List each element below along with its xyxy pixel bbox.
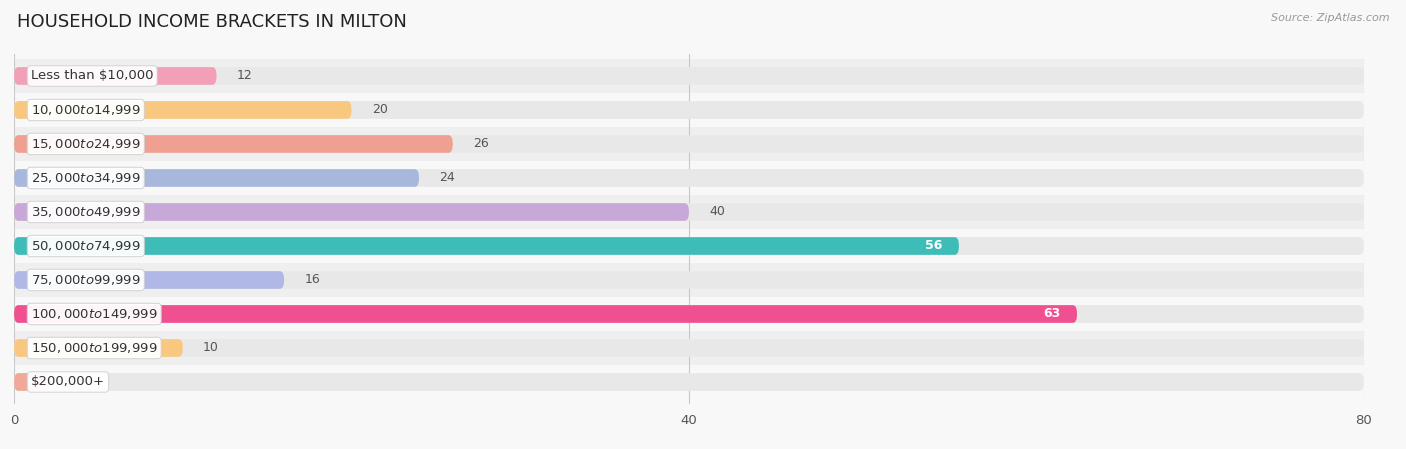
Bar [14,195,1364,229]
FancyBboxPatch shape [14,67,217,85]
FancyBboxPatch shape [14,169,419,187]
FancyBboxPatch shape [14,101,1364,119]
Text: $150,000 to $199,999: $150,000 to $199,999 [31,341,157,355]
Text: 24: 24 [439,172,456,185]
Text: $200,000+: $200,000+ [31,375,105,388]
Text: $75,000 to $99,999: $75,000 to $99,999 [31,273,141,287]
FancyBboxPatch shape [14,237,1364,255]
Text: 56: 56 [925,239,942,252]
FancyBboxPatch shape [14,135,453,153]
Text: 16: 16 [304,273,321,286]
FancyBboxPatch shape [14,339,1364,357]
Text: 20: 20 [371,103,388,116]
FancyBboxPatch shape [14,237,959,255]
FancyBboxPatch shape [14,373,48,391]
Bar [14,93,1364,127]
Text: Source: ZipAtlas.com: Source: ZipAtlas.com [1271,13,1389,23]
Text: $25,000 to $34,999: $25,000 to $34,999 [31,171,141,185]
Bar [14,297,1364,331]
Bar [14,229,1364,263]
Text: 2: 2 [67,375,76,388]
Text: 12: 12 [236,70,253,83]
FancyBboxPatch shape [14,169,1364,187]
Bar [14,331,1364,365]
FancyBboxPatch shape [14,271,284,289]
FancyBboxPatch shape [14,203,689,221]
Text: $10,000 to $14,999: $10,000 to $14,999 [31,103,141,117]
Bar [14,127,1364,161]
FancyBboxPatch shape [14,135,1364,153]
Text: 40: 40 [709,206,725,219]
FancyBboxPatch shape [14,101,352,119]
FancyBboxPatch shape [14,67,1364,85]
Text: $35,000 to $49,999: $35,000 to $49,999 [31,205,141,219]
Text: $50,000 to $74,999: $50,000 to $74,999 [31,239,141,253]
Bar [14,263,1364,297]
Text: 10: 10 [202,342,219,355]
Bar [14,59,1364,93]
Text: Less than $10,000: Less than $10,000 [31,70,153,83]
Text: HOUSEHOLD INCOME BRACKETS IN MILTON: HOUSEHOLD INCOME BRACKETS IN MILTON [17,13,406,31]
FancyBboxPatch shape [14,271,1364,289]
Bar [14,365,1364,399]
Text: 26: 26 [472,137,489,150]
FancyBboxPatch shape [14,339,183,357]
FancyBboxPatch shape [14,305,1364,323]
Text: 63: 63 [1043,308,1060,321]
Text: $100,000 to $149,999: $100,000 to $149,999 [31,307,157,321]
FancyBboxPatch shape [14,373,1364,391]
Bar [14,161,1364,195]
FancyBboxPatch shape [14,203,1364,221]
Text: $15,000 to $24,999: $15,000 to $24,999 [31,137,141,151]
FancyBboxPatch shape [14,305,1077,323]
